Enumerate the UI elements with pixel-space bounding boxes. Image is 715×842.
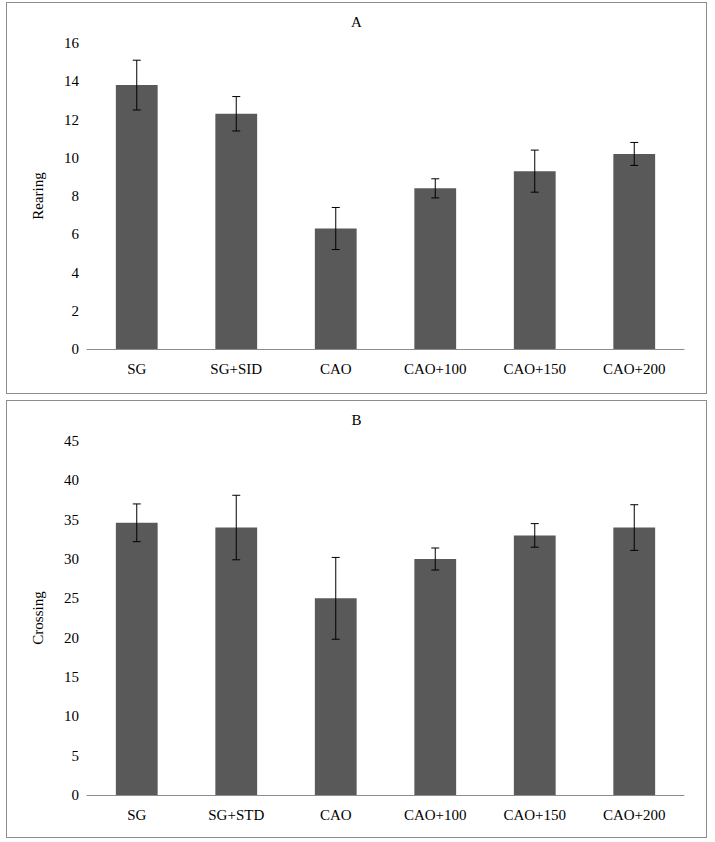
- svg-text:CAO+100: CAO+100: [404, 361, 467, 377]
- svg-text:40: 40: [64, 472, 79, 488]
- svg-text:16: 16: [64, 35, 80, 51]
- svg-text:45: 45: [64, 433, 79, 449]
- svg-text:CAO+100: CAO+100: [404, 807, 467, 823]
- svg-text:10: 10: [64, 708, 79, 724]
- svg-text:Crossing: Crossing: [30, 591, 46, 645]
- svg-text:10: 10: [64, 150, 79, 166]
- svg-text:12: 12: [64, 112, 79, 128]
- svg-text:CAO: CAO: [320, 807, 352, 823]
- svg-text:14: 14: [64, 73, 80, 89]
- svg-text:SG: SG: [127, 361, 146, 377]
- svg-text:CAO+150: CAO+150: [503, 807, 566, 823]
- svg-text:0: 0: [72, 787, 80, 803]
- svg-text:CAO: CAO: [320, 361, 352, 377]
- svg-text:CAO+200: CAO+200: [603, 807, 666, 823]
- svg-text:B: B: [351, 412, 361, 428]
- svg-text:CAO+150: CAO+150: [503, 361, 566, 377]
- svg-text:SG+STD: SG+STD: [208, 807, 264, 823]
- svg-text:SG: SG: [127, 807, 146, 823]
- svg-text:35: 35: [64, 512, 79, 528]
- svg-text:2: 2: [72, 303, 80, 319]
- svg-text:6: 6: [72, 226, 80, 242]
- svg-text:0: 0: [72, 341, 80, 357]
- svg-text:4: 4: [72, 265, 80, 281]
- svg-text:30: 30: [64, 551, 79, 567]
- svg-text:CAO+200: CAO+200: [603, 361, 666, 377]
- svg-text:15: 15: [64, 669, 79, 685]
- svg-text:25: 25: [64, 590, 79, 606]
- svg-text:5: 5: [72, 748, 80, 764]
- svg-text:SG+SID: SG+SID: [210, 361, 262, 377]
- svg-text:Rearing: Rearing: [30, 172, 46, 220]
- svg-text:8: 8: [72, 188, 80, 204]
- svg-text:20: 20: [64, 630, 79, 646]
- svg-text:A: A: [351, 14, 362, 30]
